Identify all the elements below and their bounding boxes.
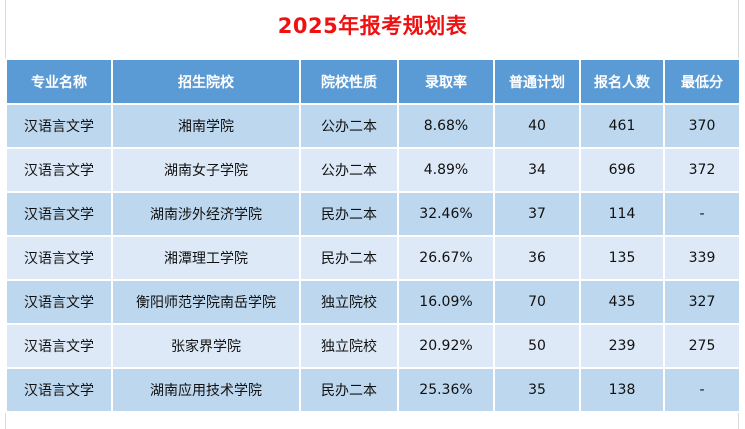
cell-applicants: 461 xyxy=(579,103,665,149)
header-school-type: 院校性质 xyxy=(299,58,399,105)
cell-regular-plan: 35 xyxy=(493,367,581,413)
cell-admission-rate: 32.46% xyxy=(397,191,495,237)
cell-admission-rate: 20.92% xyxy=(397,323,495,369)
cell-school: 张家界学院 xyxy=(111,323,301,369)
table-row: 汉语言文学 衡阳师范学院南岳学院 独立院校 16.09% 70 435 327 xyxy=(5,279,741,325)
cell-regular-plan: 50 xyxy=(493,323,581,369)
page-title: 2025年报考规划表 xyxy=(277,14,468,38)
cell-school-type: 独立院校 xyxy=(299,279,399,325)
cell-min-score: 275 xyxy=(663,323,741,369)
cell-admission-rate: 8.68% xyxy=(397,103,495,149)
cell-regular-plan: 34 xyxy=(493,147,581,193)
cell-school: 湖南涉外经济学院 xyxy=(111,191,301,237)
header-regular-plan: 普通计划 xyxy=(493,58,581,105)
cell-min-score: 370 xyxy=(663,103,741,149)
cell-school: 衡阳师范学院南岳学院 xyxy=(111,279,301,325)
header-major: 专业名称 xyxy=(5,58,113,105)
cell-min-score: 327 xyxy=(663,279,741,325)
cell-school-type: 民办二本 xyxy=(299,235,399,281)
cell-major: 汉语言文学 xyxy=(5,235,113,281)
cell-major: 汉语言文学 xyxy=(5,279,113,325)
header-school: 招生院校 xyxy=(111,58,301,105)
header-applicants: 报名人数 xyxy=(579,58,665,105)
cell-major: 汉语言文学 xyxy=(5,191,113,237)
cell-regular-plan: 40 xyxy=(493,103,581,149)
table-row: 汉语言文学 张家界学院 独立院校 20.92% 50 239 275 xyxy=(5,323,741,369)
cell-school-type: 公办二本 xyxy=(299,103,399,149)
cell-school: 湖南应用技术学院 xyxy=(111,367,301,413)
cell-min-score: 339 xyxy=(663,235,741,281)
cell-admission-rate: 26.67% xyxy=(397,235,495,281)
cell-applicants: 138 xyxy=(579,367,665,413)
cell-major: 汉语言文学 xyxy=(5,323,113,369)
cell-regular-plan: 36 xyxy=(493,235,581,281)
cell-min-score: - xyxy=(663,367,741,413)
cell-admission-rate: 25.36% xyxy=(397,367,495,413)
table-row: 汉语言文学 湖南涉外经济学院 民办二本 32.46% 37 114 - xyxy=(5,191,741,237)
cell-school-type: 独立院校 xyxy=(299,323,399,369)
table-row: 汉语言文学 湖南应用技术学院 民办二本 25.36% 35 138 - xyxy=(5,367,741,413)
cell-major: 汉语言文学 xyxy=(5,147,113,193)
cell-school-type: 公办二本 xyxy=(299,147,399,193)
cell-regular-plan: 37 xyxy=(493,191,581,237)
cell-school-type: 民办二本 xyxy=(299,191,399,237)
cell-school: 湘潭理工学院 xyxy=(111,235,301,281)
admission-plan-table: 专业名称 招生院校 院校性质 录取率 普通计划 报名人数 最低分 汉语言文学 湘… xyxy=(5,58,741,413)
cell-major: 汉语言文学 xyxy=(5,367,113,413)
cell-admission-rate: 4.89% xyxy=(397,147,495,193)
cell-regular-plan: 70 xyxy=(493,279,581,325)
cell-school: 湘南学院 xyxy=(111,103,301,149)
table-row: 汉语言文学 湘南学院 公办二本 8.68% 40 461 370 xyxy=(5,103,741,149)
cell-applicants: 114 xyxy=(579,191,665,237)
header-min-score: 最低分 xyxy=(663,58,741,105)
table-header-row: 专业名称 招生院校 院校性质 录取率 普通计划 报名人数 最低分 xyxy=(5,58,741,105)
cell-min-score: 372 xyxy=(663,147,741,193)
header-admission-rate: 录取率 xyxy=(397,58,495,105)
cell-school-type: 民办二本 xyxy=(299,367,399,413)
cell-applicants: 239 xyxy=(579,323,665,369)
table-row: 汉语言文学 湘潭理工学院 民办二本 26.67% 36 135 339 xyxy=(5,235,741,281)
cell-admission-rate: 16.09% xyxy=(397,279,495,325)
cell-applicants: 135 xyxy=(579,235,665,281)
cell-major: 汉语言文学 xyxy=(5,103,113,149)
cell-applicants: 435 xyxy=(579,279,665,325)
cell-applicants: 696 xyxy=(579,147,665,193)
cell-school: 湖南女子学院 xyxy=(111,147,301,193)
table-row: 汉语言文学 湖南女子学院 公办二本 4.89% 34 696 372 xyxy=(5,147,741,193)
cell-min-score: - xyxy=(663,191,741,237)
